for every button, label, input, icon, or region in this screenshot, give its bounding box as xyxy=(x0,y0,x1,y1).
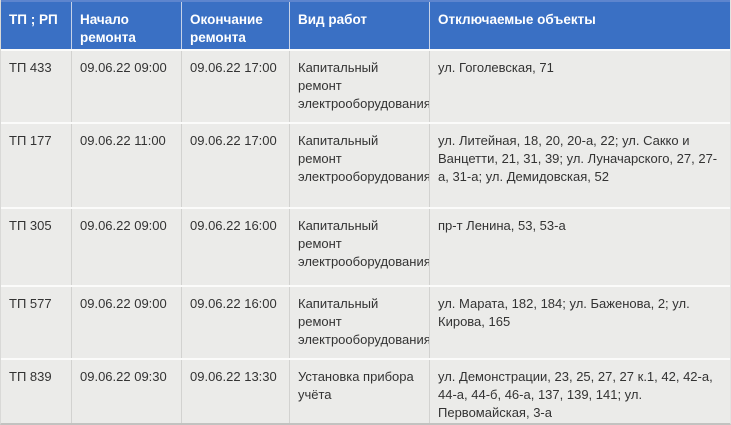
cell-tp: ТП 305 xyxy=(9,218,52,233)
cell-tp: ТП 577 xyxy=(9,296,52,311)
table-row: ТП 305 09.06.22 09:00 09.06.22 16:00 Кап… xyxy=(1,207,730,285)
cell-work-type: Капитальный ремонт электрооборудования xyxy=(289,209,429,285)
cell-end: 09.06.22 16:00 xyxy=(181,287,289,358)
table-header-row: ТП ; РП Начало ремонта Окончание ремонта… xyxy=(1,0,730,53)
cell-tp: ТП 177 xyxy=(9,133,52,148)
cell-start: 09.06.22 09:00 xyxy=(71,51,181,122)
cell-end: 09.06.22 16:00 xyxy=(181,209,289,285)
cell-objects: пр-т Ленина, 53, 53-а xyxy=(429,209,730,285)
cell-work-type: Капитальный ремонт электрооборудования xyxy=(289,124,429,207)
cell-start: 09.06.22 09:30 xyxy=(71,360,181,423)
cell-objects: ул. Гоголевская, 71 xyxy=(429,51,730,122)
cell-end: 09.06.22 17:00 xyxy=(181,51,289,122)
cell-start: 09.06.22 09:00 xyxy=(71,209,181,285)
column-header-tp: ТП ; РП xyxy=(9,12,58,27)
table-row: ТП 177 09.06.22 11:00 09.06.22 17:00 Кап… xyxy=(1,122,730,207)
cell-objects: ул. Литейная, 18, 20, 20-а, 22; ул. Сакк… xyxy=(429,124,730,207)
column-header-start: Начало ремонта xyxy=(71,2,181,53)
cell-end: 09.06.22 13:30 xyxy=(181,360,289,423)
cell-work-type: Капитальный ремонт электрооборудования xyxy=(289,287,429,358)
cell-start: 09.06.22 09:00 xyxy=(71,287,181,358)
column-header-end: Окончание ремонта xyxy=(181,2,289,53)
table-row: ТП 433 09.06.22 09:00 09.06.22 17:00 Кап… xyxy=(1,49,730,122)
cell-objects: ул. Марата, 182, 184; ул. Баженова, 2; у… xyxy=(429,287,730,358)
cell-objects: ул. Демонстрации, 23, 25, 27, 27 к.1, 42… xyxy=(429,360,730,423)
table-row: ТП 839 09.06.22 09:30 09.06.22 13:30 Уст… xyxy=(1,358,730,423)
cell-tp: ТП 839 xyxy=(9,369,52,384)
cell-work-type: Установка прибора учёта xyxy=(289,360,429,423)
cell-work-type: Капитальный ремонт электрооборудования xyxy=(289,51,429,122)
cell-start: 09.06.22 11:00 xyxy=(71,124,181,207)
column-header-work-type: Вид работ xyxy=(289,2,429,53)
column-header-objects: Отключаемые объекты xyxy=(429,2,730,53)
cell-tp: ТП 433 xyxy=(9,60,52,75)
cell-end: 09.06.22 17:00 xyxy=(181,124,289,207)
table-row: ТП 577 09.06.22 09:00 09.06.22 16:00 Кап… xyxy=(1,285,730,358)
